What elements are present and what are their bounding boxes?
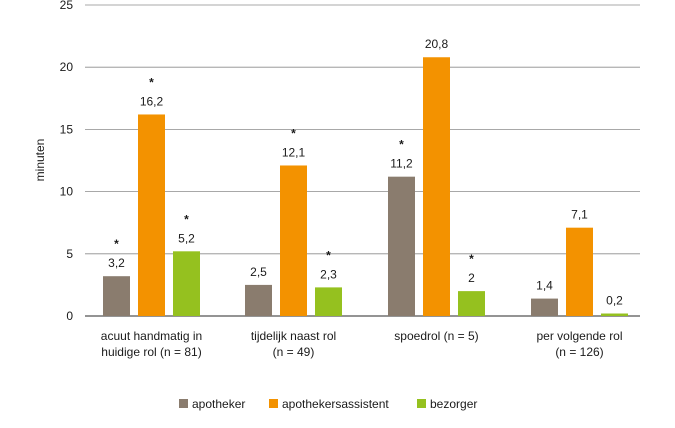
data-label: 2,3 xyxy=(320,267,337,281)
category-labels: acuut handmatig in huidige rol (n = 81) ti… xyxy=(101,329,623,359)
significance-marker: * xyxy=(114,237,119,251)
significance-marker: * xyxy=(149,75,154,89)
legend-label: apothekersassistent xyxy=(282,397,389,411)
legend-label: apotheker xyxy=(192,397,245,411)
data-label: 2,5 xyxy=(250,265,267,279)
bar-apotheker-3 xyxy=(388,176,415,316)
data-label: 1,4 xyxy=(536,279,553,293)
legend: apotheker apothekersassistent bezorger xyxy=(179,397,477,411)
significance-marker: * xyxy=(399,138,404,152)
bars xyxy=(103,57,628,317)
bar-apothekersassistent-3 xyxy=(423,57,450,317)
data-label: 3,2 xyxy=(108,256,125,270)
y-tick-label: 25 xyxy=(60,0,74,12)
data-label: 16,2 xyxy=(140,94,164,108)
y-tick-label: 10 xyxy=(60,185,74,199)
category-label: huidige rol (n = 81) xyxy=(101,345,201,359)
legend-swatch xyxy=(179,399,188,408)
data-label: 11,2 xyxy=(390,157,413,171)
bar-apothekersassistent-4 xyxy=(566,227,593,316)
data-label: 5,2 xyxy=(178,231,195,245)
bar-apothekersassistent-2 xyxy=(280,165,307,316)
y-axis-ticks: 0 5 10 15 20 25 xyxy=(60,0,74,323)
data-labels: 3,2 * 2,5 11,2 * 1,4 16,2 * 12,1 * 20,8 7,1 5,2 * 2,3 *… xyxy=(108,37,623,307)
y-tick-label: 0 xyxy=(66,309,73,323)
significance-marker: * xyxy=(291,126,296,140)
bar-bezorger-2 xyxy=(315,287,342,316)
category-label: (n = 126) xyxy=(555,345,603,359)
bar-bezorger-3 xyxy=(458,291,485,316)
category-label: acuut handmatig in xyxy=(101,329,202,343)
data-label: 12,1 xyxy=(282,145,306,159)
bar-apotheker-4 xyxy=(531,298,558,316)
bar-apotheker-2 xyxy=(245,284,272,316)
legend-swatch xyxy=(269,399,278,408)
significance-marker: * xyxy=(184,212,189,226)
y-tick-label: 5 xyxy=(66,247,73,261)
data-label: 0,2 xyxy=(606,294,623,308)
category-label: (n = 49) xyxy=(273,345,315,359)
y-tick-label: 15 xyxy=(60,122,74,136)
bar-bezorger-1 xyxy=(173,251,200,316)
category-label: per volgende rol xyxy=(536,329,622,343)
data-label: 7,1 xyxy=(571,208,588,222)
category-label: tijdelijk naast rol xyxy=(251,329,336,343)
data-label: 20,8 xyxy=(425,37,449,51)
bar-apothekersassistent-1 xyxy=(138,114,165,316)
legend-item-apothekersassistent: apothekersassistent xyxy=(269,397,389,411)
data-label: 2 xyxy=(468,271,475,285)
legend-swatch xyxy=(417,399,426,408)
grid-lines xyxy=(85,4,640,317)
bar-apotheker-1 xyxy=(103,276,130,316)
significance-marker: * xyxy=(326,248,331,262)
legend-item-bezorger: bezorger xyxy=(417,397,477,411)
bar-bezorger-4 xyxy=(601,313,628,316)
legend-label: bezorger xyxy=(430,397,477,411)
y-tick-label: 20 xyxy=(60,60,74,74)
category-label: spoedrol (n = 5) xyxy=(394,329,478,343)
legend-item-apotheker: apotheker xyxy=(179,397,245,411)
y-axis-title: minuten xyxy=(33,139,47,182)
significance-marker: * xyxy=(469,252,474,266)
